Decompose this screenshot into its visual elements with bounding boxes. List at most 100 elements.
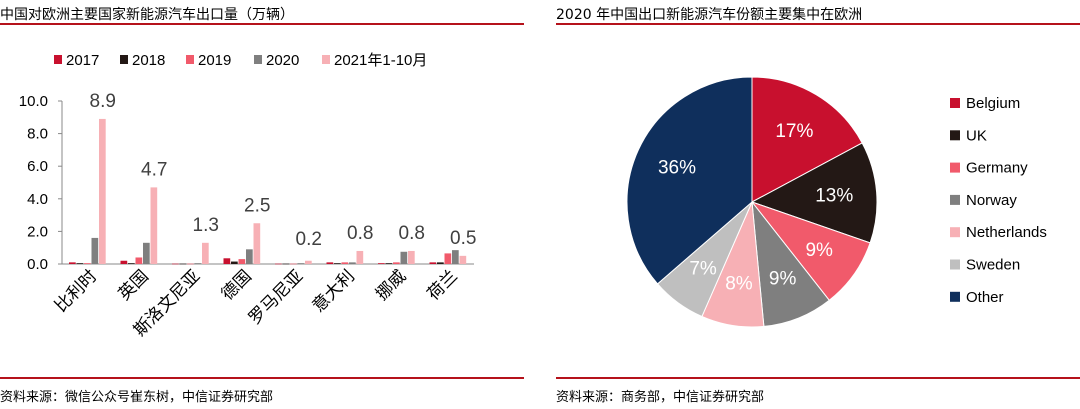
- bar-chart-title: 中国对欧洲主要国家新能源汽车出口量（万辆）: [0, 7, 294, 23]
- pie-chart-source: 资料来源：商务部，中信证券研究部: [556, 390, 765, 405]
- slice-value-label: 7%: [689, 258, 717, 279]
- x-category-label: 比利时: [51, 266, 100, 315]
- bar-chart-source: 资料来源：微信公众号崔东树，中信证券研究部: [0, 390, 274, 405]
- bar-2021年1-10月: [408, 250, 415, 264]
- legend-label: 2017: [66, 52, 99, 69]
- legend-label: Netherlands: [966, 224, 1047, 241]
- legend-swatch-2021年1-10月: [322, 55, 330, 64]
- bar-2020: [143, 242, 150, 264]
- legend-label: Sweden: [966, 257, 1020, 274]
- bar-2021年1-10月: [202, 242, 209, 264]
- legend-label: Germany: [966, 160, 1028, 177]
- bar-2017: [69, 262, 76, 264]
- bar-2021年1-10月: [253, 223, 261, 264]
- y-tick-label: 4.0: [27, 191, 48, 208]
- legend-swatch-2018: [120, 55, 128, 64]
- legend-swatch-netherlands: [950, 227, 960, 238]
- x-category-label: 荷兰: [424, 266, 461, 303]
- pie-slice-uk: [750, 142, 878, 244]
- bar-2020: [297, 263, 305, 264]
- bar-2018: [179, 263, 187, 265]
- bar-2019: [238, 259, 246, 264]
- title-rule: [0, 23, 524, 25]
- legend-swatch-uk: [950, 130, 960, 141]
- legend-swatch-2019: [186, 55, 194, 64]
- slice-value-label: 9%: [769, 269, 797, 290]
- pie-chart-title: 2020 年中国出口新能源汽车份额主要集中在欧洲: [556, 7, 863, 23]
- bar-2020: [349, 262, 356, 264]
- bar-2018: [334, 263, 341, 264]
- bar-2021年1-10月: [150, 187, 158, 264]
- legend-label: 2018: [132, 52, 165, 69]
- legend-swatch-germany: [950, 162, 960, 173]
- data-label: 2.5: [244, 195, 270, 216]
- y-tick-label: 2.0: [27, 223, 48, 240]
- bar-2017: [223, 258, 231, 264]
- bar-2019: [444, 253, 452, 264]
- bar-2021年1-10月: [99, 118, 106, 265]
- x-category-label: 挪威: [372, 266, 409, 303]
- data-label: 1.3: [193, 215, 219, 236]
- legend-swatch-other: [950, 291, 960, 302]
- pie-slice-other: [626, 76, 753, 285]
- bar-chart-panel: 中国对欧洲主要国家新能源汽车出口量（万辆） 2017 2018 2019 2020 20…: [0, 0, 524, 409]
- bar-chart: 2017 2018 2019 2020 2021年1-10月 0.0 2.0 4.0 6.0 8.…: [19, 52, 477, 340]
- bar-2018: [128, 263, 135, 264]
- legend-label: 2019: [198, 52, 231, 69]
- bar-2021年1-10月: [305, 260, 312, 264]
- bar-2019: [341, 262, 349, 264]
- legend-swatch-2020: [254, 55, 262, 64]
- bar-2017: [378, 263, 385, 264]
- pie-slice-belgium: [751, 76, 863, 203]
- title-rule: [556, 23, 1080, 25]
- data-label: 0.8: [347, 223, 373, 244]
- slice-value-label: 36%: [658, 158, 696, 179]
- bar-2019: [393, 262, 400, 264]
- legend-label: Norway: [966, 192, 1017, 209]
- data-label: 0.2: [296, 229, 322, 250]
- legend-swatch-norway: [950, 194, 960, 205]
- bar-2021年1-10月: [356, 250, 364, 264]
- bar-2018: [437, 262, 444, 264]
- bar-2017: [275, 263, 282, 265]
- data-label: 0.5: [450, 228, 476, 249]
- bar-2021年1-10月: [459, 255, 467, 264]
- data-label: 0.8: [399, 223, 425, 244]
- slice-value-label: 17%: [775, 121, 813, 142]
- bar-2018: [282, 263, 290, 265]
- x-category-label: 罗马尼亚: [245, 266, 307, 328]
- y-tick-label: 0.0: [27, 256, 48, 273]
- bar-2019: [290, 263, 297, 265]
- legend-swatch-sweden: [950, 259, 960, 270]
- bar-2020: [400, 251, 408, 264]
- bar-2019: [135, 257, 143, 264]
- bar-2018: [385, 263, 393, 264]
- legend-label: 2021年1-10月: [334, 52, 427, 69]
- bar-2020: [91, 237, 99, 264]
- bar-2018: [76, 263, 84, 264]
- x-category-label: 英国: [115, 266, 152, 303]
- bar-2019: [84, 263, 91, 264]
- bar-2018: [231, 261, 238, 264]
- bar-2020: [246, 249, 253, 264]
- x-category-label: 德国: [218, 266, 255, 303]
- bar-2019: [187, 263, 194, 265]
- data-label: 4.7: [141, 159, 167, 180]
- data-label: 8.9: [90, 91, 116, 112]
- legend-swatch-2017: [54, 55, 62, 64]
- bar-2020: [194, 263, 202, 264]
- bar-2017: [429, 262, 437, 264]
- pie-chart: 17% 13% 9% 9% 8% 7% 36% Belgium UK Germany Norway N…: [626, 76, 1047, 328]
- legend-label: UK: [966, 127, 987, 144]
- source-rule: [556, 377, 1080, 379]
- y-tick-label: 8.0: [27, 126, 48, 143]
- bar-2020: [452, 250, 459, 264]
- y-tick-label: 6.0: [27, 158, 48, 175]
- y-tick-label: 10.0: [19, 93, 48, 110]
- legend-swatch-belgium: [950, 98, 960, 108]
- source-rule: [0, 377, 524, 379]
- legend-label: Other: [966, 289, 1004, 306]
- bar-2017: [172, 263, 179, 265]
- slice-value-label: 9%: [805, 240, 833, 261]
- bar-2017: [120, 260, 128, 264]
